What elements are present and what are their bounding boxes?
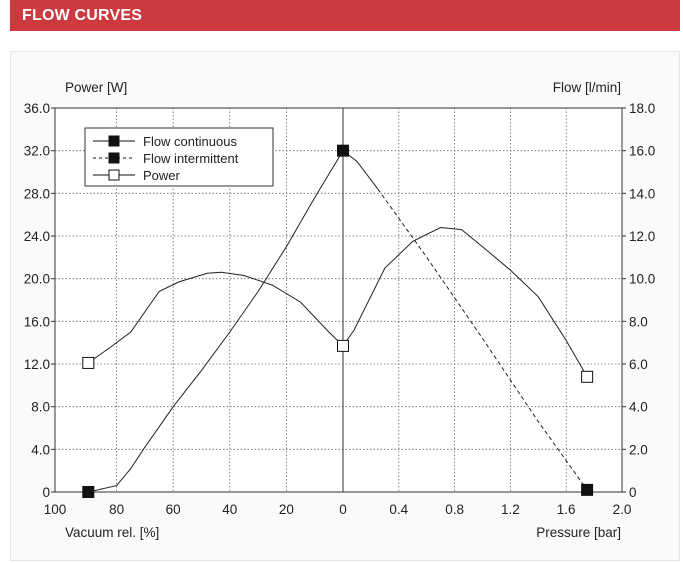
- vacuum-tick-label: 100: [44, 502, 67, 517]
- section-header: FLOW CURVES: [10, 0, 680, 31]
- legend-label: Flow continuous: [143, 134, 237, 149]
- section-title: FLOW CURVES: [22, 7, 143, 24]
- left-tick-label: 28.0: [24, 186, 50, 201]
- series-line-2: [88, 226, 588, 378]
- legend-marker: [108, 152, 120, 164]
- left-tick-label: 36.0: [24, 101, 50, 116]
- vacuum-tick-label: 80: [109, 502, 124, 517]
- pressure-tick-label: 0.4: [389, 502, 408, 517]
- left-tick-label: 8.0: [31, 400, 50, 415]
- vacuum-tick-label: 60: [166, 502, 181, 517]
- pressure-tick-label: 1.2: [501, 502, 520, 517]
- vacuum-tick-label: 40: [222, 502, 237, 517]
- vacuum-axis-title: Vacuum rel. [%]: [65, 525, 159, 540]
- pressure-axis-title: Pressure [bar]: [536, 525, 621, 540]
- right-tick-label: 0: [629, 485, 637, 500]
- legend-marker: [108, 169, 120, 181]
- right-tick-label: 16.0: [629, 144, 655, 159]
- series-marker-0: [337, 144, 349, 157]
- left-tick-label: 24.0: [24, 229, 50, 244]
- pressure-tick-label: 1.6: [557, 502, 576, 517]
- right-tick-label: 10.0: [629, 272, 655, 287]
- left-tick-label: 12.0: [24, 357, 50, 372]
- series-marker-1: [581, 483, 594, 496]
- pressure-tick-label: 2.0: [613, 502, 632, 517]
- left-tick-label: 0: [42, 485, 50, 500]
- legend-marker: [108, 135, 120, 147]
- series-line-1: [377, 188, 588, 491]
- right-tick-label: 2.0: [629, 442, 648, 457]
- right-tick-label: 8.0: [629, 314, 648, 329]
- right-tick-label: 18.0: [629, 101, 655, 116]
- pressure-tick-label: 0.8: [445, 502, 464, 517]
- left-tick-label: 16.0: [24, 314, 50, 329]
- vacuum-tick-label: 20: [279, 502, 294, 517]
- right-tick-label: 4.0: [629, 400, 648, 415]
- right-axis-title: Flow [l/min]: [553, 80, 621, 95]
- series-marker-2: [82, 356, 95, 369]
- series-marker-0: [82, 486, 95, 498]
- left-tick-label: 32.0: [24, 144, 50, 159]
- left-tick-label: 20.0: [24, 272, 50, 287]
- right-tick-label: 12.0: [629, 229, 655, 244]
- left-tick-label: 4.0: [31, 442, 50, 457]
- vacuum-tick-label: 0: [339, 502, 347, 517]
- right-tick-label: 14.0: [629, 186, 655, 201]
- left-axis-title: Power [W]: [65, 80, 127, 95]
- series-marker-2: [337, 339, 349, 352]
- legend-label: Power: [143, 168, 181, 183]
- legend-label: Flow intermittent: [143, 151, 239, 166]
- right-tick-label: 6.0: [629, 357, 648, 372]
- series-marker-2: [581, 370, 594, 383]
